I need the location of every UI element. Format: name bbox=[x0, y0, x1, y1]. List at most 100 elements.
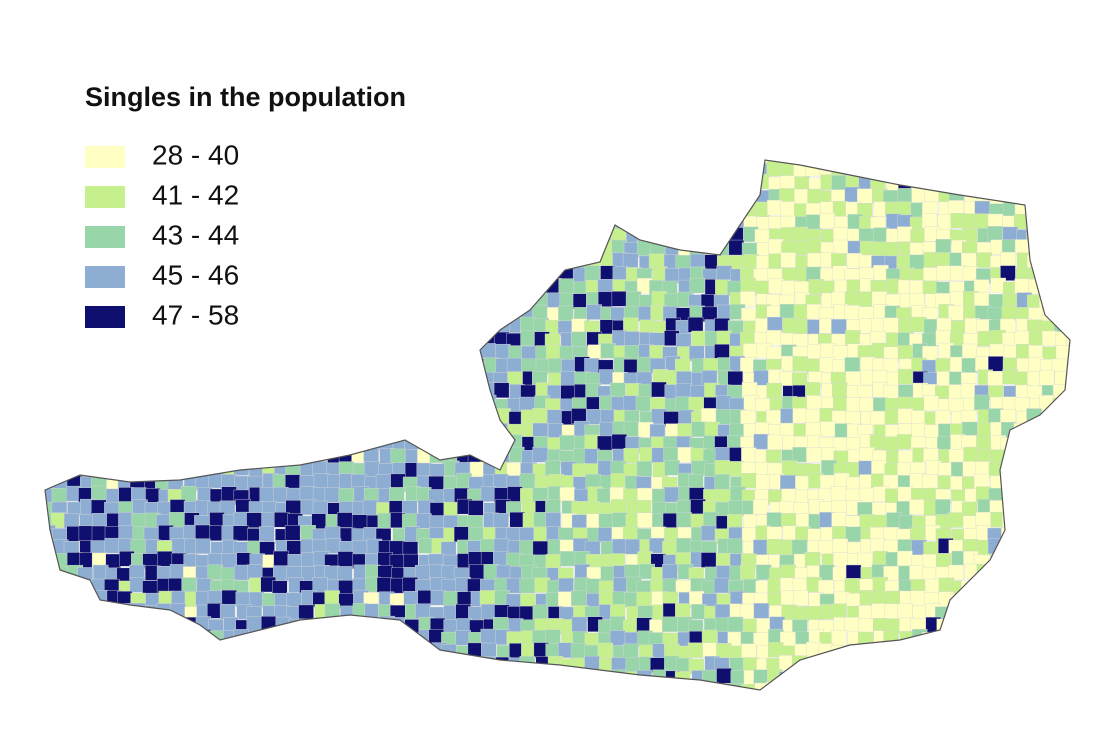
municipality bbox=[938, 631, 955, 648]
municipality bbox=[92, 437, 109, 453]
municipality bbox=[1038, 489, 1055, 505]
municipality bbox=[495, 317, 511, 334]
municipality bbox=[286, 540, 302, 556]
municipality bbox=[702, 642, 718, 658]
municipality bbox=[389, 642, 405, 659]
municipality bbox=[195, 424, 211, 441]
municipality bbox=[533, 683, 549, 690]
municipality bbox=[898, 160, 915, 167]
municipality bbox=[730, 175, 747, 192]
municipality bbox=[364, 187, 380, 203]
municipality bbox=[612, 512, 628, 528]
municipality bbox=[741, 382, 758, 398]
municipality bbox=[391, 265, 407, 281]
municipality bbox=[325, 200, 341, 217]
municipality bbox=[833, 697, 848, 712]
municipality bbox=[988, 591, 1004, 608]
municipality bbox=[299, 695, 314, 710]
municipality bbox=[483, 279, 500, 295]
municipality bbox=[248, 462, 265, 479]
municipality bbox=[833, 160, 849, 166]
municipality bbox=[350, 619, 366, 635]
municipality bbox=[246, 215, 263, 231]
municipality bbox=[312, 420, 328, 437]
municipality bbox=[701, 160, 718, 165]
municipality bbox=[1003, 670, 1019, 686]
municipality bbox=[1027, 163, 1044, 180]
municipality bbox=[129, 160, 145, 166]
municipality bbox=[273, 215, 289, 232]
municipality bbox=[259, 526, 275, 542]
municipality bbox=[45, 369, 55, 385]
municipality bbox=[1029, 499, 1046, 515]
municipality bbox=[66, 616, 82, 633]
municipality bbox=[91, 370, 108, 387]
municipality bbox=[689, 240, 705, 256]
municipality bbox=[170, 411, 186, 427]
municipality bbox=[208, 683, 225, 690]
municipality bbox=[598, 590, 615, 607]
municipality bbox=[130, 616, 147, 632]
municipality bbox=[417, 189, 433, 205]
municipality bbox=[404, 161, 420, 177]
municipality bbox=[402, 383, 418, 399]
municipality bbox=[273, 642, 289, 659]
municipality bbox=[233, 397, 249, 414]
municipality bbox=[675, 162, 691, 178]
municipality bbox=[79, 604, 95, 620]
municipality bbox=[326, 265, 343, 281]
municipality bbox=[506, 238, 523, 255]
municipality bbox=[261, 160, 277, 167]
municipality bbox=[468, 422, 484, 439]
municipality bbox=[691, 683, 707, 690]
municipality bbox=[364, 698, 379, 713]
municipality bbox=[65, 395, 81, 411]
municipality bbox=[260, 278, 276, 294]
municipality bbox=[964, 176, 980, 193]
municipality bbox=[260, 409, 277, 425]
municipality bbox=[442, 188, 458, 204]
municipality bbox=[129, 268, 145, 284]
municipality bbox=[572, 229, 588, 245]
municipality bbox=[545, 668, 561, 685]
municipality bbox=[158, 618, 174, 634]
municipality bbox=[142, 420, 158, 437]
municipality bbox=[275, 199, 291, 216]
municipality bbox=[1001, 461, 1017, 477]
municipality bbox=[92, 642, 109, 659]
municipality bbox=[989, 565, 1005, 581]
municipality bbox=[469, 229, 485, 245]
municipality bbox=[494, 671, 511, 687]
municipality bbox=[366, 644, 382, 661]
municipality bbox=[232, 525, 249, 541]
municipality bbox=[65, 605, 82, 621]
municipality bbox=[897, 603, 913, 620]
municipality bbox=[313, 294, 329, 311]
municipality bbox=[350, 696, 365, 711]
municipality bbox=[145, 344, 161, 361]
municipality bbox=[182, 463, 198, 479]
municipality bbox=[234, 658, 251, 674]
municipality bbox=[1055, 264, 1070, 281]
municipality bbox=[897, 408, 914, 424]
municipality bbox=[948, 683, 965, 690]
municipality bbox=[1066, 201, 1070, 217]
municipality bbox=[261, 213, 278, 229]
municipality bbox=[102, 290, 119, 307]
municipality bbox=[652, 682, 668, 690]
municipality bbox=[221, 436, 237, 453]
municipality bbox=[649, 216, 665, 232]
municipality bbox=[572, 240, 589, 257]
municipality bbox=[572, 293, 589, 309]
municipality bbox=[417, 696, 432, 711]
municipality bbox=[326, 333, 343, 349]
municipality bbox=[975, 667, 991, 684]
municipality bbox=[714, 474, 730, 490]
municipality bbox=[326, 616, 342, 632]
municipality bbox=[260, 188, 276, 204]
municipality bbox=[377, 329, 394, 346]
municipality bbox=[898, 368, 914, 385]
municipality bbox=[729, 162, 746, 178]
municipality bbox=[714, 344, 730, 360]
